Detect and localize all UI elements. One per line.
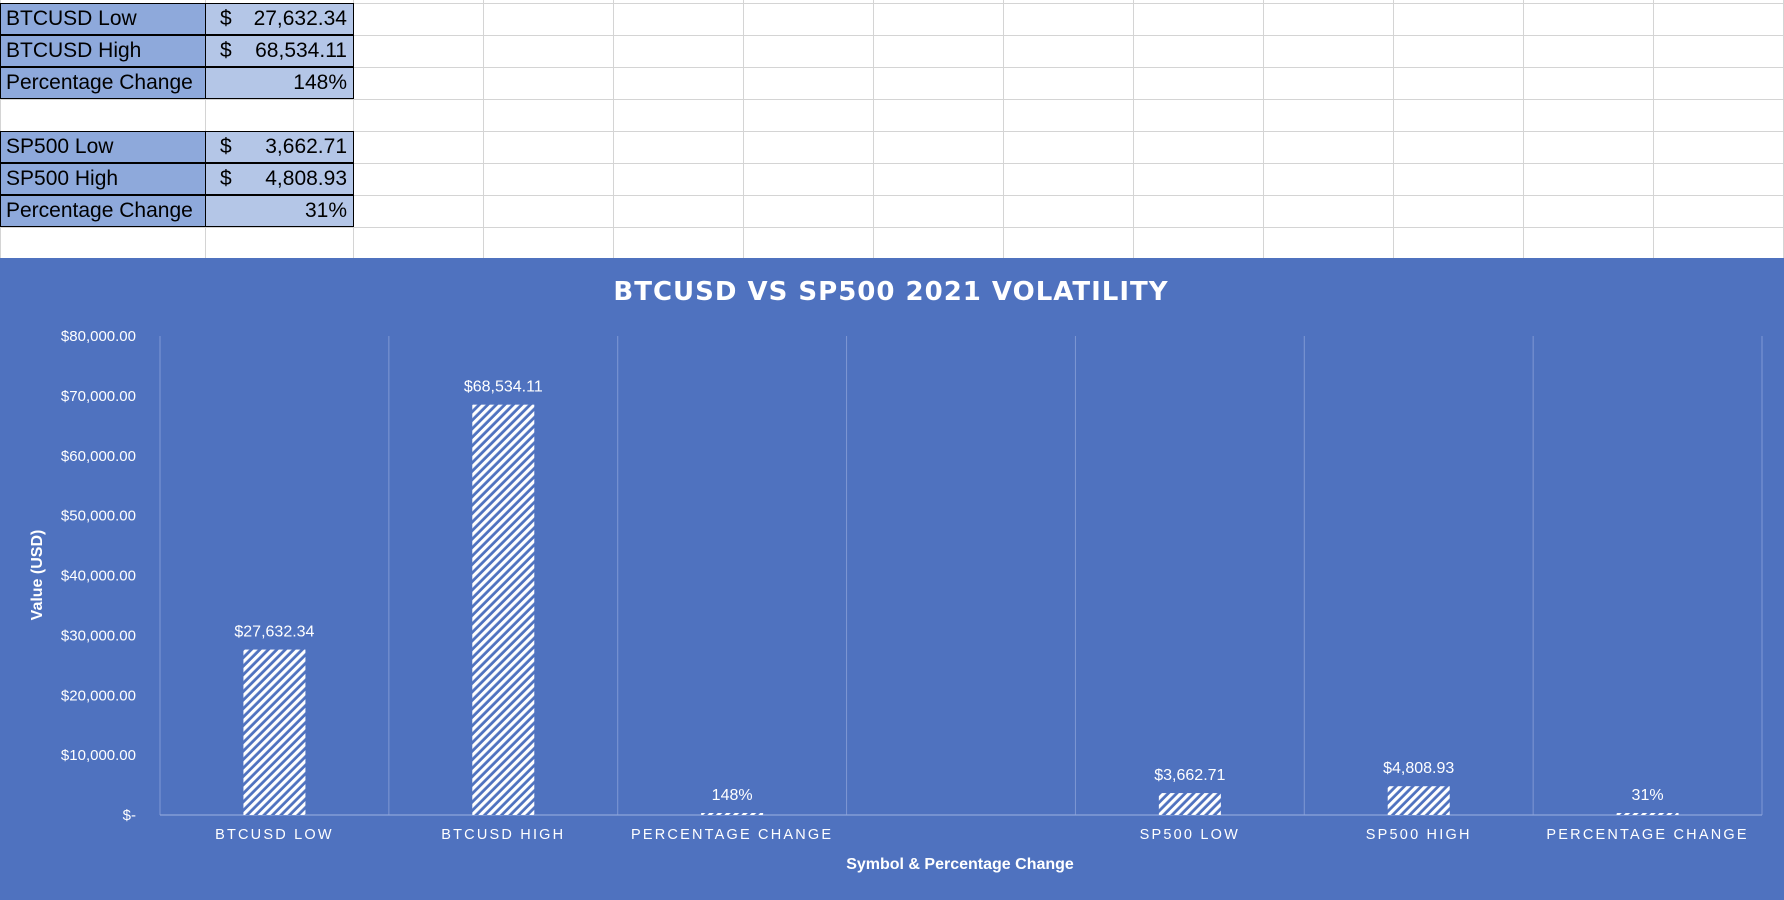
table-label-cell[interactable]: BTCUSD Low: [0, 3, 206, 35]
table-value-cell[interactable]: 148%: [205, 67, 354, 99]
chart-title: BTCUSD VS SP500 2021 VOLATILITY: [613, 277, 1168, 307]
bar[interactable]: [472, 404, 535, 815]
grid-row-line: [0, 131, 1784, 132]
grid-column-line: [353, 0, 354, 258]
table-value-cell[interactable]: $3,662.71: [205, 131, 354, 163]
currency-symbol: $: [220, 39, 232, 62]
x-axis-category-labels: BTCUSD LOW BTCUSD HIGH PERCENTAGE CHANGE SP…: [215, 827, 1748, 843]
grid-column-line: [483, 0, 484, 258]
currency-symbol: $: [220, 167, 232, 190]
y-tick-label: $-: [123, 807, 136, 824]
data-label: $27,632.34: [234, 624, 314, 641]
grid-row-line: [0, 99, 1784, 100]
bar[interactable]: [1616, 813, 1679, 815]
x-category-label: SP500 HIGH: [1366, 827, 1472, 843]
grid-column-line: [0, 0, 1, 258]
x-category-label: PERCENTAGE CHANGE: [631, 827, 833, 843]
x-category-label: BTCUSD LOW: [215, 827, 334, 843]
grid-column-line: [1653, 0, 1654, 258]
grid-row-line: [0, 195, 1784, 196]
cell-value: 31%: [304, 199, 347, 222]
bar[interactable]: [701, 813, 764, 815]
table-label-cell[interactable]: BTCUSD High: [0, 35, 206, 67]
data-label: 31%: [1632, 787, 1664, 804]
cell-value: 68,534.11: [255, 39, 347, 62]
grid-row-line: [0, 3, 1784, 4]
y-tick-label: $10,000.00: [61, 747, 136, 764]
bar[interactable]: [1158, 793, 1221, 815]
table-value-cell[interactable]: $27,632.34: [205, 3, 354, 35]
grid-column-line: [743, 0, 744, 258]
chart-data-labels: $27,632.34 $68,534.11 148% $3,662.71 $4,808.…: [234, 379, 1663, 804]
data-label: $3,662.71: [1154, 767, 1225, 784]
grid-row-line: [0, 67, 1784, 68]
chart-svg: BTCUSD VS SP500 2021 VOLATILITY $- $10,00…: [29, 277, 1763, 873]
table-value-cell[interactable]: 31%: [205, 195, 354, 227]
grid-column-line: [205, 0, 206, 258]
grid-row-line: [0, 35, 1784, 36]
grid-column-line: [613, 0, 614, 258]
currency-symbol: $: [220, 135, 232, 158]
grid-column-line: [1523, 0, 1524, 258]
grid-column-line: [1263, 0, 1264, 258]
chart-gridlines: [159, 336, 1763, 816]
y-tick-label: $40,000.00: [61, 568, 136, 585]
cell-value: 148%: [293, 71, 347, 94]
bar[interactable]: [243, 649, 306, 815]
y-tick-label: $20,000.00: [61, 687, 136, 704]
table-label-cell[interactable]: SP500 High: [0, 163, 206, 195]
volatility-chart[interactable]: BTCUSD VS SP500 2021 VOLATILITY $- $10,00…: [0, 258, 1784, 900]
data-label: $68,534.11: [464, 379, 543, 396]
currency-symbol: $: [220, 7, 232, 30]
table-value-cell[interactable]: $4,808.93: [205, 163, 354, 195]
y-tick-label: $60,000.00: [61, 448, 136, 465]
grid-column-line: [873, 0, 874, 258]
x-axis-title: Symbol & Percentage Change: [846, 856, 1074, 873]
data-label: $4,808.93: [1383, 760, 1454, 777]
spreadsheet-grid: BTCUSD Low $27,632.34 BTCUSD High $68,534.1…: [0, 0, 1784, 260]
chart-bars: [243, 404, 1679, 815]
data-label: 148%: [712, 787, 753, 804]
grid-row-line: [0, 227, 1784, 228]
bar[interactable]: [1387, 786, 1450, 815]
table-label-cell[interactable]: Percentage Change: [0, 195, 206, 227]
cell-value: 4,808.93: [265, 167, 347, 190]
y-tick-label: $50,000.00: [61, 508, 136, 525]
x-category-label: BTCUSD HIGH: [441, 827, 565, 843]
y-tick-label: $80,000.00: [61, 328, 136, 345]
grid-row-line: [0, 163, 1784, 164]
grid-column-line: [1003, 0, 1004, 258]
table-label-cell[interactable]: SP500 Low: [0, 131, 206, 163]
cell-value: 3,662.71: [265, 135, 347, 158]
grid-column-line: [1393, 0, 1394, 258]
table-value-cell[interactable]: $68,534.11: [205, 35, 354, 67]
x-category-label: PERCENTAGE CHANGE: [1546, 827, 1748, 843]
y-axis-title: Value (USD): [29, 530, 46, 621]
grid-column-line: [1133, 0, 1134, 258]
table-label-cell[interactable]: Percentage Change: [0, 67, 206, 99]
y-axis-tick-labels: $- $10,000.00 $20,000.00 $30,000.00 $40,000.…: [61, 328, 136, 824]
y-tick-label: $30,000.00: [61, 627, 136, 644]
x-category-label: SP500 LOW: [1140, 827, 1240, 843]
y-tick-label: $70,000.00: [61, 388, 136, 405]
cell-value: 27,632.34: [253, 7, 347, 30]
